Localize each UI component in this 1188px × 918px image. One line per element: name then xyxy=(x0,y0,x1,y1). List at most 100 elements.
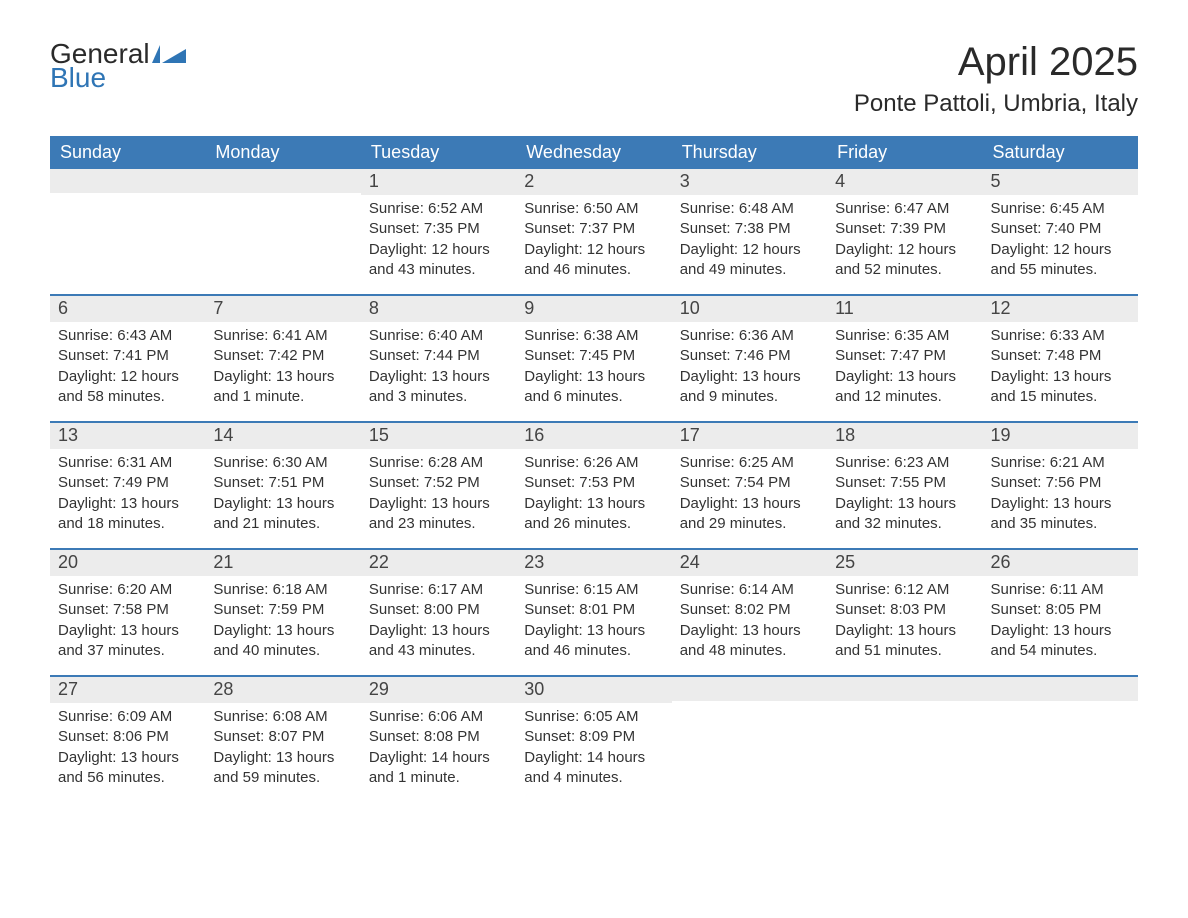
day-body: Sunrise: 6:31 AMSunset: 7:49 PMDaylight:… xyxy=(50,449,205,548)
day-number: 29 xyxy=(361,677,516,703)
sunrise-text: Sunrise: 6:41 AM xyxy=(213,326,352,346)
day-body: Sunrise: 6:36 AMSunset: 7:46 PMDaylight:… xyxy=(672,322,827,421)
week-row: 20Sunrise: 6:20 AMSunset: 7:58 PMDayligh… xyxy=(50,548,1138,675)
sunset-text: Sunset: 7:56 PM xyxy=(991,473,1130,493)
sunrise-text: Sunrise: 6:40 AM xyxy=(369,326,508,346)
day-cell: 1Sunrise: 6:52 AMSunset: 7:35 PMDaylight… xyxy=(361,169,516,294)
day-body: Sunrise: 6:12 AMSunset: 8:03 PMDaylight:… xyxy=(827,576,982,675)
sunset-text: Sunset: 7:52 PM xyxy=(369,473,508,493)
day-body: Sunrise: 6:26 AMSunset: 7:53 PMDaylight:… xyxy=(516,449,671,548)
sunset-text: Sunset: 7:35 PM xyxy=(369,219,508,239)
day-body: Sunrise: 6:43 AMSunset: 7:41 PMDaylight:… xyxy=(50,322,205,421)
sunrise-text: Sunrise: 6:18 AM xyxy=(213,580,352,600)
day-header: Wednesday xyxy=(516,136,671,169)
sunrise-text: Sunrise: 6:33 AM xyxy=(991,326,1130,346)
day-cell: 9Sunrise: 6:38 AMSunset: 7:45 PMDaylight… xyxy=(516,296,671,421)
day-cell: 6Sunrise: 6:43 AMSunset: 7:41 PMDaylight… xyxy=(50,296,205,421)
sunrise-text: Sunrise: 6:08 AM xyxy=(213,707,352,727)
day-body: Sunrise: 6:47 AMSunset: 7:39 PMDaylight:… xyxy=(827,195,982,294)
day-cell: 21Sunrise: 6:18 AMSunset: 7:59 PMDayligh… xyxy=(205,550,360,675)
sunrise-text: Sunrise: 6:23 AM xyxy=(835,453,974,473)
sunset-text: Sunset: 7:49 PM xyxy=(58,473,197,493)
week-row: 27Sunrise: 6:09 AMSunset: 8:06 PMDayligh… xyxy=(50,675,1138,802)
day-number: 17 xyxy=(672,423,827,449)
day-number xyxy=(50,169,205,193)
day-body: Sunrise: 6:28 AMSunset: 7:52 PMDaylight:… xyxy=(361,449,516,548)
day-cell xyxy=(827,677,982,802)
sunset-text: Sunset: 7:48 PM xyxy=(991,346,1130,366)
sunrise-text: Sunrise: 6:11 AM xyxy=(991,580,1130,600)
day-number xyxy=(827,677,982,701)
day-body: Sunrise: 6:09 AMSunset: 8:06 PMDaylight:… xyxy=(50,703,205,802)
day-number: 15 xyxy=(361,423,516,449)
daylight-text: Daylight: 13 hours and 46 minutes. xyxy=(524,621,663,662)
daylight-text: Daylight: 14 hours and 1 minute. xyxy=(369,748,508,789)
sunrise-text: Sunrise: 6:45 AM xyxy=(991,199,1130,219)
daylight-text: Daylight: 13 hours and 18 minutes. xyxy=(58,494,197,535)
day-number: 8 xyxy=(361,296,516,322)
day-body: Sunrise: 6:11 AMSunset: 8:05 PMDaylight:… xyxy=(983,576,1138,675)
day-number: 1 xyxy=(361,169,516,195)
day-cell xyxy=(983,677,1138,802)
logo-word2: Blue xyxy=(50,64,186,92)
day-number: 24 xyxy=(672,550,827,576)
sunset-text: Sunset: 8:08 PM xyxy=(369,727,508,747)
sunset-text: Sunset: 7:58 PM xyxy=(58,600,197,620)
sunrise-text: Sunrise: 6:48 AM xyxy=(680,199,819,219)
sunrise-text: Sunrise: 6:21 AM xyxy=(991,453,1130,473)
day-number: 18 xyxy=(827,423,982,449)
day-body: Sunrise: 6:35 AMSunset: 7:47 PMDaylight:… xyxy=(827,322,982,421)
daylight-text: Daylight: 13 hours and 59 minutes. xyxy=(213,748,352,789)
sunset-text: Sunset: 8:07 PM xyxy=(213,727,352,747)
day-cell: 23Sunrise: 6:15 AMSunset: 8:01 PMDayligh… xyxy=(516,550,671,675)
sunset-text: Sunset: 7:41 PM xyxy=(58,346,197,366)
daylight-text: Daylight: 13 hours and 6 minutes. xyxy=(524,367,663,408)
daylight-text: Daylight: 12 hours and 46 minutes. xyxy=(524,240,663,281)
sunset-text: Sunset: 7:54 PM xyxy=(680,473,819,493)
day-cell: 28Sunrise: 6:08 AMSunset: 8:07 PMDayligh… xyxy=(205,677,360,802)
day-cell: 24Sunrise: 6:14 AMSunset: 8:02 PMDayligh… xyxy=(672,550,827,675)
sunset-text: Sunset: 8:03 PM xyxy=(835,600,974,620)
day-header: Friday xyxy=(827,136,982,169)
day-number: 14 xyxy=(205,423,360,449)
day-body xyxy=(827,701,982,791)
day-cell: 15Sunrise: 6:28 AMSunset: 7:52 PMDayligh… xyxy=(361,423,516,548)
day-body xyxy=(50,193,205,283)
sunrise-text: Sunrise: 6:25 AM xyxy=(680,453,819,473)
day-body xyxy=(205,193,360,283)
day-body: Sunrise: 6:23 AMSunset: 7:55 PMDaylight:… xyxy=(827,449,982,548)
daylight-text: Daylight: 13 hours and 1 minute. xyxy=(213,367,352,408)
page-subtitle: Ponte Pattoli, Umbria, Italy xyxy=(854,90,1138,118)
daylight-text: Daylight: 13 hours and 32 minutes. xyxy=(835,494,974,535)
sunrise-text: Sunrise: 6:31 AM xyxy=(58,453,197,473)
daylight-text: Daylight: 13 hours and 56 minutes. xyxy=(58,748,197,789)
day-number: 11 xyxy=(827,296,982,322)
day-cell: 7Sunrise: 6:41 AMSunset: 7:42 PMDaylight… xyxy=(205,296,360,421)
day-cell: 14Sunrise: 6:30 AMSunset: 7:51 PMDayligh… xyxy=(205,423,360,548)
day-number: 19 xyxy=(983,423,1138,449)
daylight-text: Daylight: 13 hours and 9 minutes. xyxy=(680,367,819,408)
sunrise-text: Sunrise: 6:12 AM xyxy=(835,580,974,600)
sunset-text: Sunset: 7:47 PM xyxy=(835,346,974,366)
daylight-text: Daylight: 12 hours and 49 minutes. xyxy=(680,240,819,281)
sunset-text: Sunset: 7:38 PM xyxy=(680,219,819,239)
day-cell: 13Sunrise: 6:31 AMSunset: 7:49 PMDayligh… xyxy=(50,423,205,548)
sunrise-text: Sunrise: 6:35 AM xyxy=(835,326,974,346)
day-body: Sunrise: 6:17 AMSunset: 8:00 PMDaylight:… xyxy=(361,576,516,675)
day-cell: 17Sunrise: 6:25 AMSunset: 7:54 PMDayligh… xyxy=(672,423,827,548)
day-body: Sunrise: 6:20 AMSunset: 7:58 PMDaylight:… xyxy=(50,576,205,675)
sunrise-text: Sunrise: 6:14 AM xyxy=(680,580,819,600)
day-body: Sunrise: 6:08 AMSunset: 8:07 PMDaylight:… xyxy=(205,703,360,802)
daylight-text: Daylight: 13 hours and 51 minutes. xyxy=(835,621,974,662)
sunset-text: Sunset: 7:51 PM xyxy=(213,473,352,493)
week-row: 13Sunrise: 6:31 AMSunset: 7:49 PMDayligh… xyxy=(50,421,1138,548)
sunrise-text: Sunrise: 6:38 AM xyxy=(524,326,663,346)
sunset-text: Sunset: 8:01 PM xyxy=(524,600,663,620)
sunrise-text: Sunrise: 6:47 AM xyxy=(835,199,974,219)
day-cell: 12Sunrise: 6:33 AMSunset: 7:48 PMDayligh… xyxy=(983,296,1138,421)
day-header: Monday xyxy=(205,136,360,169)
page-title: April 2025 xyxy=(854,40,1138,84)
day-body: Sunrise: 6:38 AMSunset: 7:45 PMDaylight:… xyxy=(516,322,671,421)
day-cell: 29Sunrise: 6:06 AMSunset: 8:08 PMDayligh… xyxy=(361,677,516,802)
daylight-text: Daylight: 13 hours and 40 minutes. xyxy=(213,621,352,662)
